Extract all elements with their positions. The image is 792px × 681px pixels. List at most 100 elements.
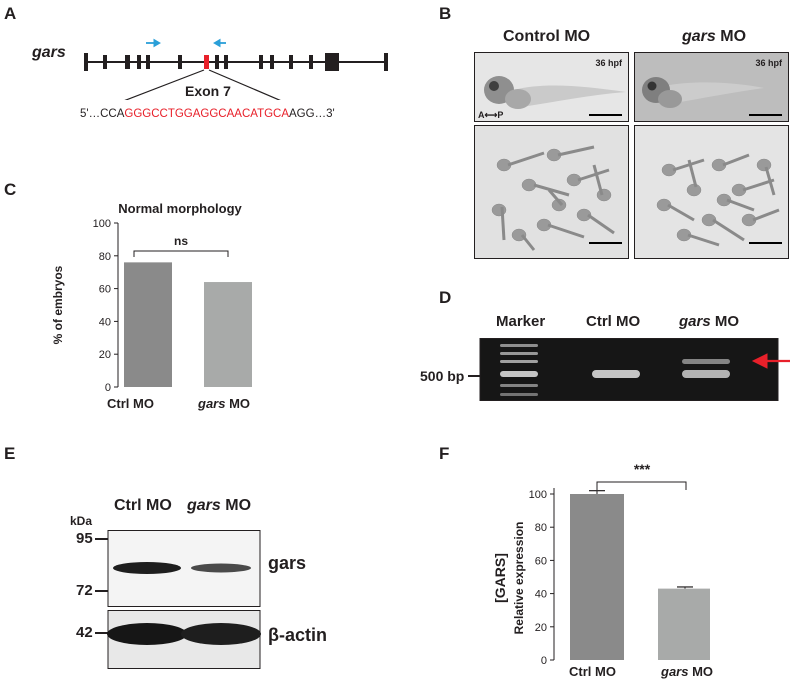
y-tick-label: 100 xyxy=(93,218,111,230)
actin-band-gars-mo xyxy=(181,623,261,645)
sequence-morpholino-target: GGGCCTGGAGGCAACATGCA xyxy=(124,108,290,120)
mo-suffix: MO xyxy=(715,28,747,45)
zoom-line-left xyxy=(124,69,205,100)
significance-label: *** xyxy=(634,461,651,477)
y-tick-label: 40 xyxy=(99,316,111,328)
mo-suffix: MO xyxy=(710,313,740,330)
gars-mo-column-label: gars MO xyxy=(682,28,746,46)
ctrl-mo-band xyxy=(592,370,640,378)
exon-block xyxy=(178,55,182,69)
sequence-suffix: AGG…3' xyxy=(289,108,335,120)
gars-mo-upper-band xyxy=(682,359,730,364)
significance-bracket xyxy=(133,250,229,257)
zoom-line-right xyxy=(208,69,281,100)
target-sequence: 5'…CCAGGGCCTGGAGGCAACATGCAAGG…3' xyxy=(80,108,335,120)
forward-primer-arrow-icon xyxy=(146,38,161,48)
x-label-ctrl-mo: Ctrl MO xyxy=(107,396,154,411)
y-tick-label: 60 xyxy=(535,555,547,567)
red-arrow-icon xyxy=(751,353,790,369)
exon-block xyxy=(384,53,388,71)
exon-block xyxy=(325,53,339,71)
panel-label-a: A xyxy=(4,4,17,23)
bar xyxy=(658,588,710,660)
exon-block xyxy=(259,55,263,69)
control-mo-column-label: Control MO xyxy=(503,28,591,45)
significance-bracket xyxy=(596,481,687,490)
y-tick-label: 20 xyxy=(99,349,111,361)
gars-mo-lower-band xyxy=(682,370,730,378)
axis-label-anterior-posterior: A⟷P xyxy=(478,110,503,120)
sequence-prefix: 5'…CCA xyxy=(80,108,125,120)
protein-label-beta-actin: β-actin xyxy=(268,625,327,645)
chart-title: Normal morphology xyxy=(118,201,242,216)
y-axis-ticks: 0 20 40 60 80 100 xyxy=(93,218,118,394)
significance-label: ns xyxy=(174,234,188,248)
gene-name-italic: gars xyxy=(661,664,689,679)
gel-background xyxy=(479,338,779,401)
mw-marker-42: 42 xyxy=(76,624,93,641)
mw-marker-72: 72 xyxy=(76,582,93,599)
mo-suffix: MO xyxy=(225,396,251,411)
bars xyxy=(124,262,252,387)
y-axis-label-line2: Relative expression xyxy=(512,522,526,635)
exon-block xyxy=(103,55,107,69)
y-tick-label: 0 xyxy=(541,655,547,667)
panel-label-d: D xyxy=(439,288,452,307)
gene-name-label: gars xyxy=(32,44,66,61)
exon-block xyxy=(146,55,150,69)
size-marker-500bp: 500 bp xyxy=(420,368,465,384)
exon-block xyxy=(270,55,274,69)
gars-band-gars-mo xyxy=(191,563,251,573)
y-tick-label: 100 xyxy=(529,489,547,501)
panel-label-e: E xyxy=(4,444,16,463)
panel-label-f: F xyxy=(439,444,450,463)
exon-block xyxy=(289,55,293,69)
panel-label-c: C xyxy=(4,180,17,199)
mo-suffix: MO xyxy=(220,497,252,514)
gene-name-italic: gars xyxy=(682,28,716,45)
bar xyxy=(124,262,172,387)
bar xyxy=(204,282,252,387)
kda-label: kDa xyxy=(70,514,93,528)
gars-embryo-group-image xyxy=(634,125,789,259)
reverse-primer-arrow-icon xyxy=(213,38,226,48)
x-label-ctrl-mo: Ctrl MO xyxy=(569,664,616,679)
mo-suffix: MO xyxy=(688,664,714,679)
lane-label-gars-mo: gars MO xyxy=(679,313,739,330)
western-blot-image xyxy=(95,530,261,669)
exon-block xyxy=(84,53,88,71)
y-tick-label: 80 xyxy=(99,251,111,263)
normal-morphology-chart: Normal morphology 0 20 40 60 80 100 % of embr… xyxy=(51,201,252,394)
gars-band-ctrl xyxy=(113,562,181,574)
gene-structure-diagram xyxy=(84,38,388,100)
mw-marker-95: 95 xyxy=(76,530,93,547)
y-axis-label: % of embryos xyxy=(51,265,65,344)
gene-name-italic: gars xyxy=(679,313,711,330)
gene-name-italic: gars xyxy=(198,396,226,411)
stage-label-control: 36 hpf xyxy=(595,58,623,68)
y-axis-ticks: 0 20 40 60 80 100 xyxy=(529,489,554,667)
bars xyxy=(570,490,710,660)
control-embryo-lateral-image: 36 hpf A⟷P xyxy=(474,52,629,122)
y-tick-label: 60 xyxy=(99,284,111,296)
y-tick-label: 40 xyxy=(535,589,547,601)
actin-band-ctrl xyxy=(107,623,187,645)
exon-block xyxy=(215,55,219,69)
exon-7-block xyxy=(204,55,209,69)
y-tick-label: 80 xyxy=(535,522,547,534)
y-tick-label: 20 xyxy=(535,622,547,634)
rt-pcr-gel-image xyxy=(468,338,790,401)
lane-label-marker: Marker xyxy=(496,313,546,330)
exon-block xyxy=(309,55,313,69)
gene-name-italic: gars xyxy=(187,497,221,514)
x-label-gars-mo: gars MO xyxy=(198,396,250,411)
exon-block xyxy=(224,55,228,69)
control-embryo-group-image xyxy=(474,125,629,259)
bar xyxy=(570,494,624,660)
gars-embryo-lateral-image: 36 hpf xyxy=(634,52,789,122)
y-tick-label: 0 xyxy=(105,382,111,394)
lane-label-ctrl-mo: Ctrl MO xyxy=(586,313,641,330)
panel-label-b: B xyxy=(439,4,452,23)
lane-label-ctrl-mo: Ctrl MO xyxy=(114,497,172,514)
